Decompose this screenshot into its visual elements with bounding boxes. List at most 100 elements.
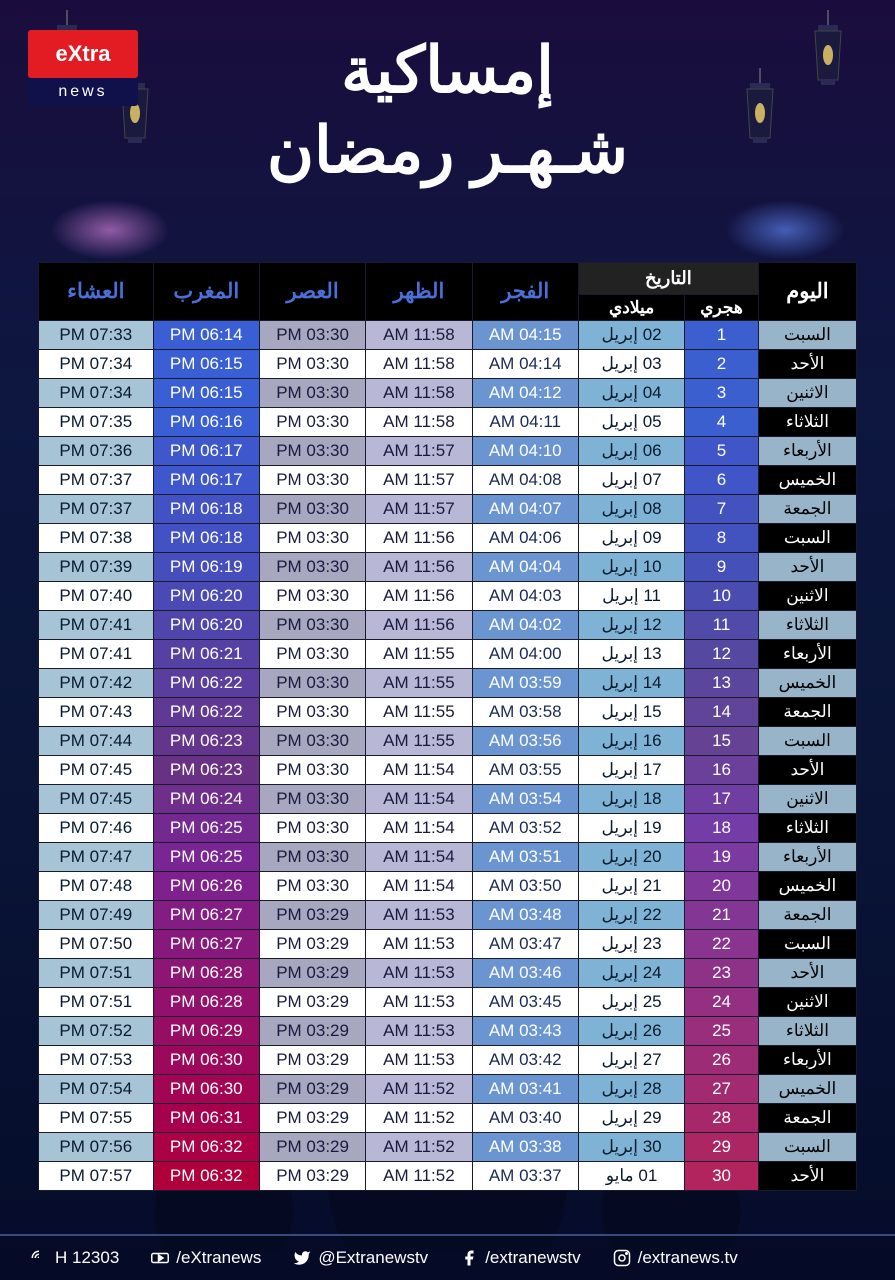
cell: 07:56 PM: [39, 1133, 154, 1162]
cell: 21 إبريل: [578, 872, 684, 901]
cell: 23: [685, 959, 759, 988]
cell: 11:55 AM: [366, 669, 472, 698]
cell: 04:10 AM: [472, 437, 578, 466]
cell: 03:29 PM: [259, 1133, 365, 1162]
cell: 07:41 PM: [39, 611, 154, 640]
cell: 06:23 PM: [153, 727, 259, 756]
cell: 27: [685, 1075, 759, 1104]
twitter-text: @Extranewstv: [318, 1248, 428, 1268]
youtube-icon: [151, 1249, 169, 1267]
ramadan-timetable: اليوم التاريخ الفجر الظهر العصر المغرب ا…: [38, 262, 857, 1191]
cell: 03:58 AM: [472, 698, 578, 727]
cell: 06:28 PM: [153, 959, 259, 988]
cell: 25: [685, 1017, 759, 1046]
cell: 03:59 AM: [472, 669, 578, 698]
table-row: الاثنين1718 إبريل03:54 AM11:54 AM03:30 P…: [39, 785, 857, 814]
header-date: التاريخ: [578, 263, 758, 295]
cell: 07:37 PM: [39, 495, 154, 524]
cell: الخميس: [758, 466, 856, 495]
cell: 18: [685, 814, 759, 843]
table-row: الأحد3001 مايو03:37 AM11:52 AM03:29 PM06…: [39, 1162, 857, 1191]
cell: 10 إبريل: [578, 553, 684, 582]
cell: 03:55 AM: [472, 756, 578, 785]
cell: 03:30 PM: [259, 843, 365, 872]
cell: الجمعة: [758, 698, 856, 727]
cell: 06:20 PM: [153, 611, 259, 640]
cell: 11:58 AM: [366, 321, 472, 350]
cell: 04:02 AM: [472, 611, 578, 640]
cell: الأربعاء: [758, 640, 856, 669]
cell: 06:28 PM: [153, 988, 259, 1017]
cell: 07:39 PM: [39, 553, 154, 582]
cell: 06:25 PM: [153, 814, 259, 843]
cell: 15 إبريل: [578, 698, 684, 727]
cell: 06:30 PM: [153, 1075, 259, 1104]
cell: 30: [685, 1162, 759, 1191]
cell: الخميس: [758, 1075, 856, 1104]
cell: 03:46 AM: [472, 959, 578, 988]
cell: 03:54 AM: [472, 785, 578, 814]
cell: 07:34 PM: [39, 379, 154, 408]
cell: الاثنين: [758, 988, 856, 1017]
cell: 5: [685, 437, 759, 466]
youtube-text: /eXtranews: [176, 1248, 261, 1268]
header-day: اليوم: [758, 263, 856, 321]
cell: 11:57 AM: [366, 437, 472, 466]
cell: الأحد: [758, 1162, 856, 1191]
header-asr: العصر: [259, 263, 365, 321]
table-row: الأربعاء506 إبريل04:10 AM11:57 AM03:30 P…: [39, 437, 857, 466]
cell: 10: [685, 582, 759, 611]
cell: الاثنين: [758, 582, 856, 611]
cell: 03:30 PM: [259, 408, 365, 437]
cell: 07:57 PM: [39, 1162, 154, 1191]
cell: 06:19 PM: [153, 553, 259, 582]
cell: 03:29 PM: [259, 1075, 365, 1104]
cell: الثلاثاء: [758, 1017, 856, 1046]
cell: 12: [685, 640, 759, 669]
table-row: الخميس1314 إبريل03:59 AM11:55 AM03:30 PM…: [39, 669, 857, 698]
cell: 04:07 AM: [472, 495, 578, 524]
cell: 11: [685, 611, 759, 640]
cell: 21: [685, 901, 759, 930]
cell: 03 إبريل: [578, 350, 684, 379]
cell: 03:29 PM: [259, 1017, 365, 1046]
footer-social-bar: H 12303 /eXtranews @Extranewstv /extrane…: [0, 1234, 895, 1280]
cell: الأحد: [758, 350, 856, 379]
cell: 07:37 PM: [39, 466, 154, 495]
cell: 11:53 AM: [366, 1046, 472, 1075]
cell: الأربعاء: [758, 1046, 856, 1075]
cell: 03:30 PM: [259, 814, 365, 843]
cell: 11:52 AM: [366, 1133, 472, 1162]
cell: 03:45 AM: [472, 988, 578, 1017]
cell: 11:54 AM: [366, 785, 472, 814]
satellite-icon: [30, 1249, 48, 1267]
cell: الجمعة: [758, 495, 856, 524]
cell: 11:53 AM: [366, 901, 472, 930]
cell: 04:14 AM: [472, 350, 578, 379]
table-row: الأربعاء1213 إبريل04:00 AM11:55 AM03:30 …: [39, 640, 857, 669]
table-row: الاثنين2425 إبريل03:45 AM11:53 AM03:29 P…: [39, 988, 857, 1017]
cell: 07:43 PM: [39, 698, 154, 727]
table-row: الأحد1617 إبريل03:55 AM11:54 AM03:30 PM0…: [39, 756, 857, 785]
cell: 03:30 PM: [259, 785, 365, 814]
table-row: السبت2930 إبريل03:38 AM11:52 AM03:29 PM0…: [39, 1133, 857, 1162]
cell: 03:29 PM: [259, 1104, 365, 1133]
cell: الأحد: [758, 959, 856, 988]
cell: 19 إبريل: [578, 814, 684, 843]
cell: الخميس: [758, 669, 856, 698]
cell: 07:42 PM: [39, 669, 154, 698]
table-row: الأربعاء2627 إبريل03:42 AM11:53 AM03:29 …: [39, 1046, 857, 1075]
cell: 07:48 PM: [39, 872, 154, 901]
cell: 29: [685, 1133, 759, 1162]
cell: 03:30 PM: [259, 872, 365, 901]
table-row: الأحد2324 إبريل03:46 AM11:53 AM03:29 PM0…: [39, 959, 857, 988]
cell: 07:34 PM: [39, 350, 154, 379]
cell: 07:45 PM: [39, 756, 154, 785]
cell: 04:11 AM: [472, 408, 578, 437]
cell: 03:47 AM: [472, 930, 578, 959]
cell: 06:21 PM: [153, 640, 259, 669]
table-row: الجمعة708 إبريل04:07 AM11:57 AM03:30 PM0…: [39, 495, 857, 524]
cell: 06:23 PM: [153, 756, 259, 785]
cell: 03:40 AM: [472, 1104, 578, 1133]
table-row: الأربعاء1920 إبريل03:51 AM11:54 AM03:30 …: [39, 843, 857, 872]
